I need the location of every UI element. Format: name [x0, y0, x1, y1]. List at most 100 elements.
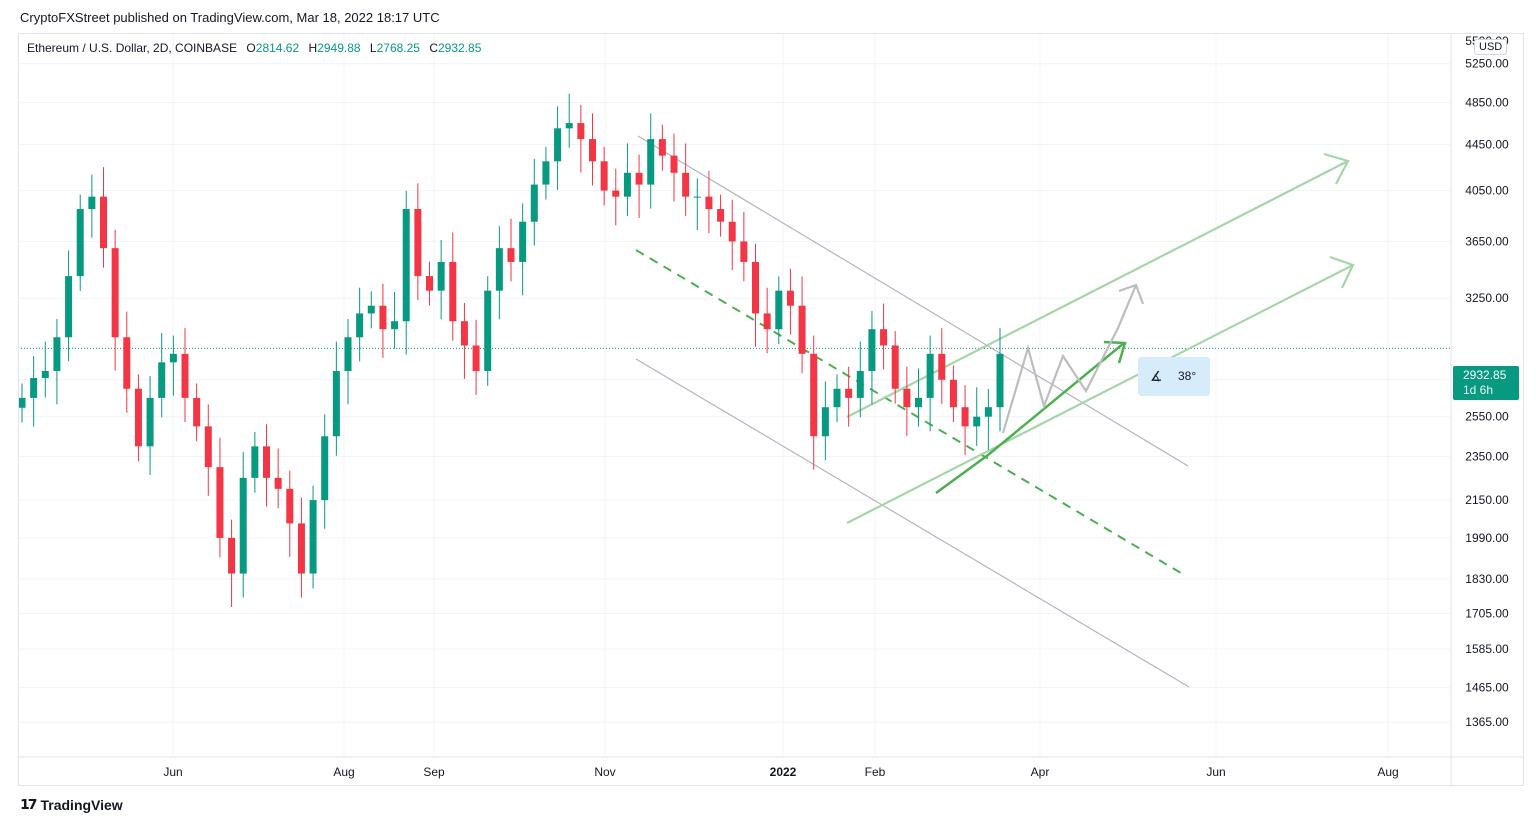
candle-body — [542, 161, 550, 185]
candle-body — [880, 329, 888, 346]
angle-value: 38° — [1178, 369, 1197, 383]
bar-countdown: 1d 6h — [1463, 383, 1494, 397]
y-tick-label: 1365.00 — [1465, 715, 1509, 729]
candle-body — [623, 172, 631, 197]
price-chart[interactable]: 5500.005250.004850.004450.004050.003650.… — [18, 33, 1523, 785]
candle-body — [798, 305, 806, 354]
y-tick-label: 1830.00 — [1465, 572, 1509, 586]
channel-mid-dashed-line — [635, 249, 1187, 577]
candle-body — [530, 184, 538, 222]
candle-body — [216, 467, 224, 538]
candle-body — [763, 313, 771, 330]
candle-body — [146, 397, 154, 447]
x-tick-label: Nov — [594, 765, 615, 779]
candle-body — [263, 446, 270, 478]
y-tick-label: 1990.00 — [1465, 531, 1509, 545]
candle-body — [577, 123, 585, 140]
lower-rising-line — [846, 264, 1354, 524]
symbol-name: Ethereum / U.S. Dollar, 2D, COINBASE — [27, 41, 238, 55]
x-tick-label: Jun — [163, 765, 182, 779]
footer-brand: TradingView — [40, 796, 123, 813]
candle-body — [717, 209, 725, 222]
candle-body — [18, 397, 26, 408]
candle-body — [565, 123, 573, 129]
candle-body — [449, 261, 457, 322]
candle-body — [833, 388, 841, 408]
candle-body — [251, 446, 259, 478]
candle-body — [134, 388, 142, 447]
candle-body — [589, 139, 596, 162]
candle-body — [41, 370, 49, 379]
candle-body — [554, 128, 562, 162]
channel-upper-line — [637, 135, 1189, 467]
channel-lower-line — [635, 358, 1190, 688]
candle-body — [472, 345, 480, 371]
chart-drawings — [18, 135, 1451, 688]
y-tick-label: 4050.00 — [1465, 184, 1509, 198]
candle-body — [891, 345, 899, 389]
candle-body — [949, 379, 957, 408]
candle-body — [204, 426, 212, 468]
candle-body — [65, 276, 73, 338]
candle-body — [344, 337, 352, 371]
candle-body — [973, 416, 981, 427]
candle-body — [239, 477, 247, 574]
candle-body — [519, 221, 527, 262]
candle-body — [332, 370, 340, 437]
candle-body — [228, 537, 236, 574]
candle-body — [356, 313, 364, 338]
x-tick-label: Sep — [423, 765, 445, 779]
candle-body — [670, 155, 678, 173]
candle-body — [297, 523, 305, 574]
candle-body — [495, 248, 503, 291]
candle-body — [76, 209, 84, 277]
x-tick-label: Apr — [1031, 765, 1050, 779]
y-tick-label: 3250.00 — [1465, 291, 1509, 305]
candle-body — [507, 248, 515, 262]
currency-badge[interactable]: USD — [1474, 39, 1508, 55]
current-price-label: 2932.85 1d 6h — [1453, 366, 1519, 400]
candle-series — [18, 93, 1004, 607]
candle-body — [30, 378, 38, 398]
candle-body — [414, 209, 422, 277]
candle-body — [484, 290, 492, 371]
candle-body — [88, 196, 96, 210]
candle-body — [915, 397, 922, 408]
candle-body — [612, 190, 620, 197]
tradingview-footer[interactable]: 𝟭𝟳 TradingView — [20, 796, 123, 813]
candle-body — [437, 261, 445, 291]
candle-body — [693, 196, 701, 198]
candle-body — [158, 362, 166, 398]
candle-body — [786, 290, 794, 306]
candle-body — [286, 488, 294, 524]
price-axis: 5500.005250.004850.004450.004050.003650.… — [1465, 34, 1509, 729]
candle-body — [658, 139, 666, 156]
x-tick-label: Jun — [1206, 765, 1225, 779]
upper-rising-arrowhead — [1323, 152, 1350, 185]
close-value: 2932.85 — [438, 41, 482, 55]
y-tick-label: 1585.00 — [1465, 642, 1509, 656]
candle-body — [460, 321, 468, 346]
candle-body — [996, 353, 1004, 408]
high-label: H — [308, 41, 318, 55]
close-label: C — [429, 41, 438, 55]
y-tick-label: 1465.00 — [1465, 681, 1509, 695]
y-tick-label: 1705.00 — [1465, 606, 1509, 620]
candle-body — [274, 477, 282, 489]
y-tick-label: 3650.00 — [1465, 234, 1509, 248]
candle-body — [682, 172, 690, 197]
candle-body — [821, 407, 829, 437]
candle-body — [379, 305, 387, 330]
candle-body — [845, 388, 853, 398]
candle-body — [635, 172, 643, 185]
angle-icon: ∡ — [1150, 368, 1163, 384]
candle-body — [740, 241, 748, 262]
low-value: 2768.25 — [376, 41, 420, 55]
candle-body — [53, 337, 61, 371]
y-tick-label: 2150.00 — [1465, 493, 1509, 507]
y-tick-label: 4850.00 — [1465, 95, 1509, 109]
open-value: 2814.62 — [255, 41, 300, 55]
angle-tool-label[interactable]: ∡ 38° — [1138, 357, 1210, 396]
candle-body — [309, 500, 317, 574]
y-tick-label: 5250.00 — [1465, 57, 1509, 71]
